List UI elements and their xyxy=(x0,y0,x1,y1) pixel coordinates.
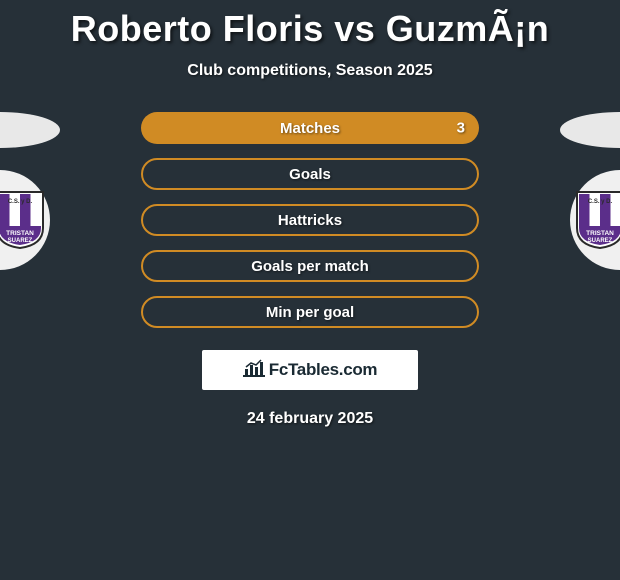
brand-name: FcTables.com xyxy=(269,360,378,380)
stat-row-matches: Matches 3 xyxy=(141,112,479,144)
stat-row-hattricks: Hattricks xyxy=(141,204,479,236)
svg-text:TRISTAN: TRISTAN xyxy=(586,230,614,237)
stat-row-goals: Goals xyxy=(141,158,479,190)
stat-label: Hattricks xyxy=(278,212,342,229)
shield-text-bot: SUAREZ xyxy=(8,238,33,244)
club-badge-right: C.S. y D. TRISTAN SUAREZ xyxy=(570,170,620,270)
subtitle: Club competitions, Season 2025 xyxy=(0,62,620,80)
chart-icon xyxy=(243,359,265,382)
comparison-area: C.S. y D. TRISTAN SUAREZ C.S. y D. TRIST… xyxy=(0,112,620,428)
svg-text:C.S. y D.: C.S. y D. xyxy=(588,199,613,205)
player-slot-right xyxy=(560,112,620,148)
stats-list: Matches 3 Goals Hattricks Goals per matc… xyxy=(141,112,479,328)
stat-label: Goals per match xyxy=(251,258,369,275)
stat-label: Min per goal xyxy=(266,304,354,321)
date-label: 24 february 2025 xyxy=(0,410,620,428)
brand-box: FcTables.com xyxy=(202,350,418,390)
club-badge-left: C.S. y D. TRISTAN SUAREZ xyxy=(0,170,50,270)
shield-icon: C.S. y D. TRISTAN SUAREZ xyxy=(575,190,620,250)
stat-label: Matches xyxy=(280,120,340,137)
shield-icon: C.S. y D. TRISTAN SUAREZ xyxy=(0,190,45,250)
svg-text:SUAREZ: SUAREZ xyxy=(588,238,613,244)
stat-row-goals-per-match: Goals per match xyxy=(141,250,479,282)
player-slot-left xyxy=(0,112,60,148)
page-title: Roberto Floris vs GuzmÃ¡n xyxy=(0,0,620,50)
stat-value-right: 3 xyxy=(457,120,465,137)
stat-label: Goals xyxy=(289,166,331,183)
shield-text-top: C.S. y D. xyxy=(8,199,33,205)
stat-row-min-per-goal: Min per goal xyxy=(141,296,479,328)
shield-text-mid: TRISTAN xyxy=(6,230,34,237)
